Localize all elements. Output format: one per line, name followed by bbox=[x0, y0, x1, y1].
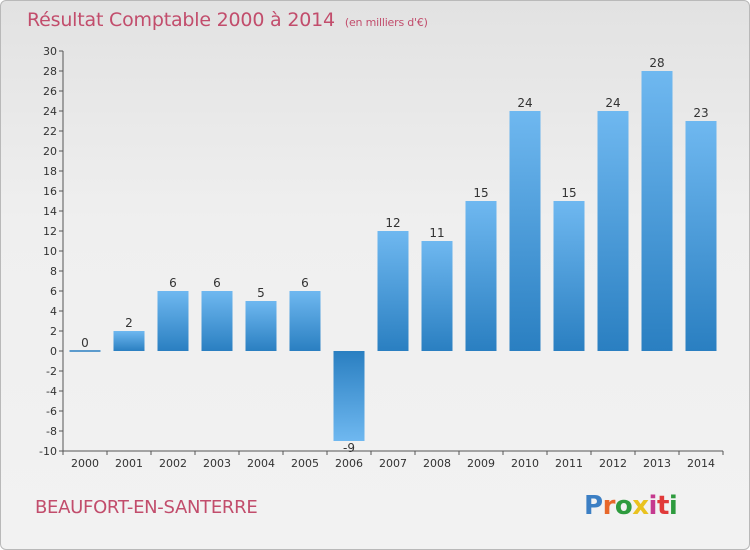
bar-data-label: 6 bbox=[301, 276, 309, 290]
y-tick-label: -6 bbox=[46, 405, 57, 418]
logo-letter: t bbox=[656, 491, 669, 521]
y-tick-label: 2 bbox=[50, 325, 57, 338]
y-tick-label: 30 bbox=[43, 45, 57, 58]
chart-data-labels: 0 2 6 6 5 6 -9 12 11 15 24 15 24 28 23 bbox=[81, 56, 708, 455]
y-tick-label: 20 bbox=[43, 145, 57, 158]
y-tick-label: -2 bbox=[46, 365, 57, 378]
bar bbox=[641, 71, 673, 351]
y-tick-label: 24 bbox=[43, 105, 57, 118]
bar-data-label: 0 bbox=[81, 336, 89, 350]
chart-title-text: Résultat Comptable 2000 à 2014 bbox=[27, 9, 335, 31]
x-tick-label: 2012 bbox=[599, 457, 627, 470]
x-tick-label: 2013 bbox=[643, 457, 671, 470]
x-tick-label: 2006 bbox=[335, 457, 363, 470]
bar-data-label: 11 bbox=[429, 226, 444, 240]
logo-letter: P bbox=[584, 491, 603, 521]
y-tick-label: -10 bbox=[39, 445, 57, 458]
bar-data-label: 6 bbox=[169, 276, 177, 290]
chart-title: Résultat Comptable 2000 à 2014 (en millie… bbox=[27, 9, 428, 31]
x-tick-label: 2007 bbox=[379, 457, 407, 470]
y-tick-label: 18 bbox=[43, 165, 57, 178]
x-tick-label: 2003 bbox=[203, 457, 231, 470]
logo-letter: o bbox=[614, 491, 633, 521]
bar-data-label: 6 bbox=[213, 276, 221, 290]
y-tick-label: 4 bbox=[50, 305, 57, 318]
chart-bars bbox=[69, 71, 717, 441]
bar-data-label: 5 bbox=[257, 286, 265, 300]
bar bbox=[597, 111, 629, 351]
bar-data-label: 28 bbox=[649, 56, 664, 70]
x-tick-label: 2002 bbox=[159, 457, 187, 470]
y-tick-label: 22 bbox=[43, 125, 57, 138]
bar bbox=[333, 351, 365, 441]
y-tick-label: 6 bbox=[50, 285, 57, 298]
bar-data-label: 23 bbox=[693, 106, 708, 120]
chart-unit-note: (en milliers d'€) bbox=[344, 16, 428, 29]
y-tick-label: 10 bbox=[43, 245, 57, 258]
y-tick-label: 14 bbox=[43, 205, 57, 218]
y-tick-label: 8 bbox=[50, 265, 57, 278]
bar-data-label: 12 bbox=[385, 216, 400, 230]
x-tick-label: 2004 bbox=[247, 457, 275, 470]
x-tick-label: 2010 bbox=[511, 457, 539, 470]
y-tick-label: 28 bbox=[43, 65, 57, 78]
x-tick-label: 2009 bbox=[467, 457, 495, 470]
bar bbox=[157, 291, 189, 351]
bar bbox=[113, 331, 145, 351]
x-tick-label: 2008 bbox=[423, 457, 451, 470]
bar-data-label: 15 bbox=[473, 186, 488, 200]
bar bbox=[553, 201, 585, 351]
y-tick-label: 0 bbox=[50, 345, 57, 358]
x-tick-label: 2000 bbox=[71, 457, 99, 470]
bar-data-label: 24 bbox=[605, 96, 620, 110]
logo-letter: i bbox=[668, 491, 678, 521]
bar-data-label: 24 bbox=[517, 96, 532, 110]
x-tick-label: 2011 bbox=[555, 457, 583, 470]
x-tick-label: 2005 bbox=[291, 457, 319, 470]
commune-name: BEAUFORT-EN-SANTERRE bbox=[35, 497, 258, 518]
logo-letter: i bbox=[648, 491, 658, 521]
bar bbox=[245, 301, 277, 351]
bar bbox=[685, 121, 717, 351]
bar bbox=[289, 291, 321, 351]
bar-data-label: -9 bbox=[343, 441, 355, 455]
bar bbox=[465, 201, 497, 351]
y-tick-label: 26 bbox=[43, 85, 57, 98]
bar bbox=[509, 111, 541, 351]
proxiti-logo: Proxiti bbox=[584, 491, 678, 521]
logo-letter: r bbox=[602, 491, 616, 521]
bar-data-label: 2 bbox=[125, 316, 133, 330]
bar bbox=[421, 241, 453, 351]
bar-data-label: 15 bbox=[561, 186, 576, 200]
x-tick-label: 2001 bbox=[115, 457, 143, 470]
chart-axes: -10-8-6-4-202468101214161820222426283020… bbox=[39, 45, 724, 470]
y-tick-label: 16 bbox=[43, 185, 57, 198]
y-tick-label: -4 bbox=[46, 385, 57, 398]
bar bbox=[201, 291, 233, 351]
x-tick-label: 2014 bbox=[687, 457, 715, 470]
y-tick-label: 12 bbox=[43, 225, 57, 238]
bar bbox=[377, 231, 409, 351]
logo-letter: x bbox=[632, 491, 649, 521]
y-tick-label: -8 bbox=[46, 425, 57, 438]
